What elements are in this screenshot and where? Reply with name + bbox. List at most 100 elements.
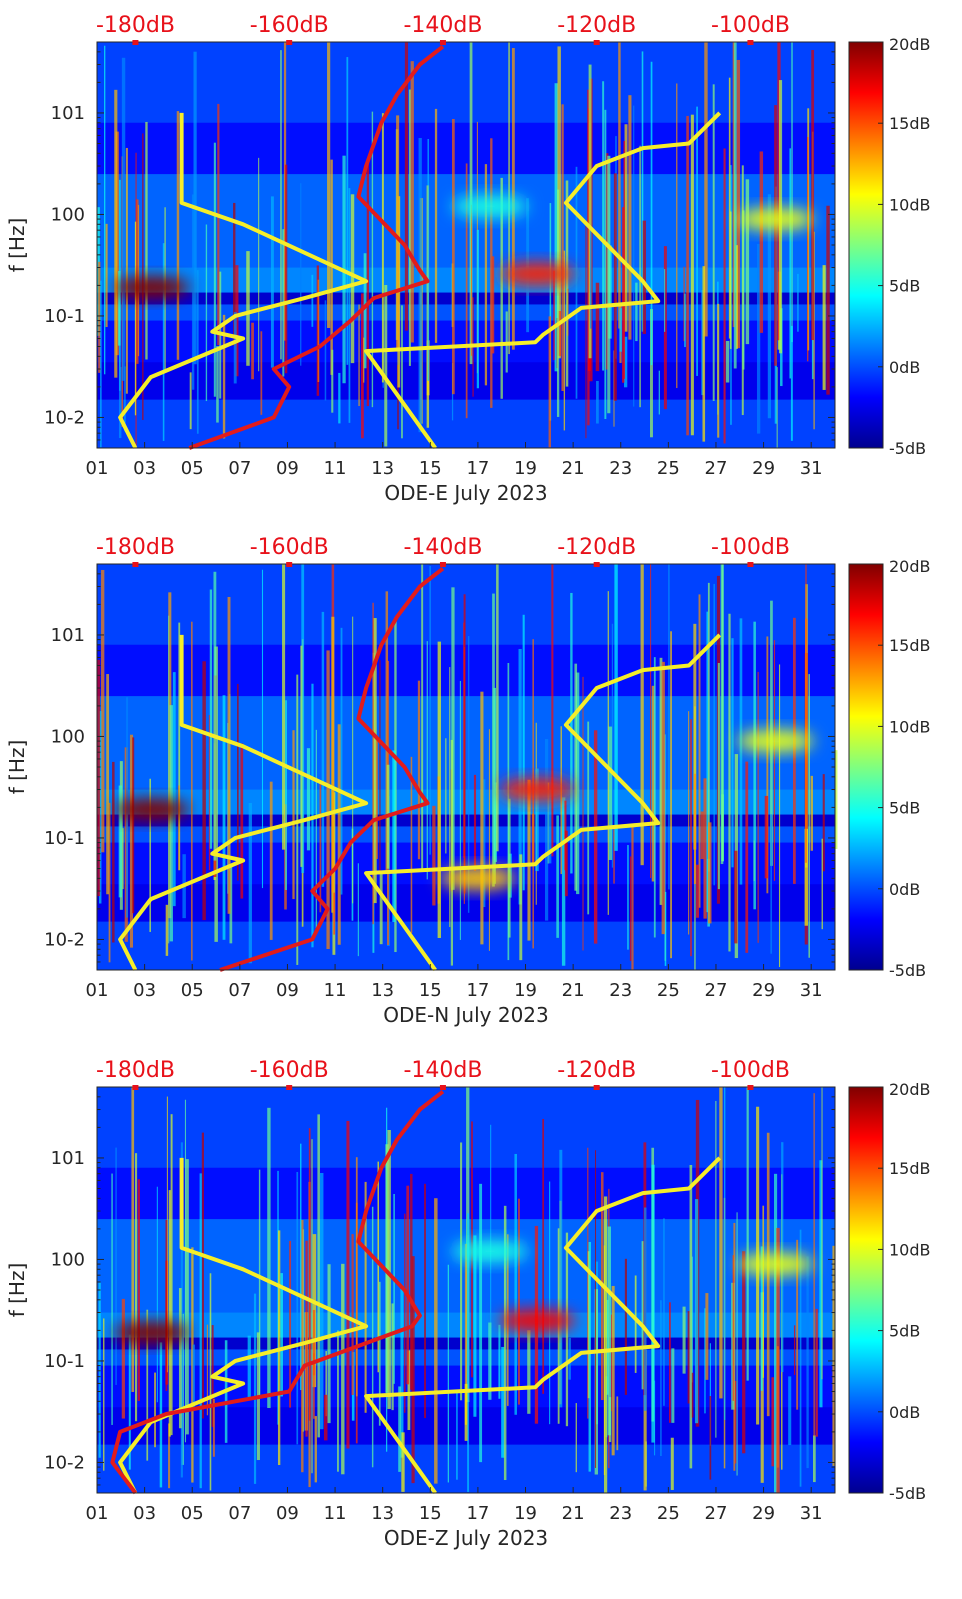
spectral-event-stripe	[826, 205, 830, 395]
spectral-event-stripe	[735, 245, 738, 349]
spectral-event-stripe	[196, 270, 199, 434]
db-axis-label: -160dB	[250, 535, 329, 560]
db-tick	[286, 40, 293, 45]
spectral-event-stripe	[410, 61, 414, 343]
high-noise-model-curve	[364, 111, 722, 450]
spectral-event-stripe	[691, 1372, 694, 1418]
spectral-event-stripe	[633, 105, 635, 407]
spectral-event-stripe	[451, 587, 455, 890]
spectral-event-stripe	[631, 825, 634, 970]
db-axis-label: -120dB	[557, 1058, 636, 1083]
spectral-event-stripe	[208, 714, 211, 871]
x-tick-label: 27	[705, 980, 728, 1001]
spectral-event-stripe	[531, 813, 535, 863]
spectral-event-stripe	[736, 1212, 738, 1476]
spectral-event-stripe	[237, 683, 239, 881]
median-psd-curve	[110, 1090, 445, 1495]
spectral-event-stripe	[351, 1234, 354, 1396]
spectral-event-stripe	[762, 1205, 765, 1378]
spectral-event-stripe	[267, 1107, 271, 1409]
spectral-event-stripe	[377, 1161, 379, 1373]
spectral-event-stripe	[607, 591, 609, 915]
spectral-event-stripe	[694, 1199, 699, 1424]
colorbar	[848, 563, 884, 971]
spectral-event-stripe	[614, 564, 618, 851]
colorbar-label: 5dB	[889, 277, 920, 296]
x-tick-label: 07	[228, 1503, 251, 1524]
spectral-event-stripe	[700, 811, 704, 860]
spectral-event-stripe	[704, 42, 708, 337]
spectral-event-stripe	[300, 645, 303, 867]
spectral-event-stripe	[811, 49, 815, 341]
spectral-event-stripe	[357, 863, 359, 957]
spectral-event-stripe	[324, 300, 327, 401]
spectral-event-stripe	[739, 618, 743, 885]
x-tick-label: 11	[324, 980, 347, 1001]
spectral-event-stripe	[594, 1150, 597, 1468]
y-tick-label: 10-1	[44, 828, 85, 849]
spectral-event-stripe	[180, 1142, 183, 1478]
y-tick-label: 101	[51, 625, 85, 646]
frequency-band	[97, 1087, 835, 1168]
x-axis-label: ODE-E July 2023	[384, 481, 547, 505]
x-tick-label: 03	[133, 980, 156, 1001]
spectral-event-stripe	[311, 683, 314, 948]
spectral-event-stripe	[135, 1153, 138, 1422]
spectral-event-stripe	[607, 1226, 611, 1436]
spectral-hotspot	[451, 1240, 528, 1263]
low-noise-model-curve	[118, 634, 369, 971]
low-noise-model-curve	[118, 112, 369, 449]
spectral-event-stripe	[247, 1335, 251, 1400]
spectral-event-stripe	[556, 815, 559, 938]
spectral-event-stripe	[100, 280, 102, 448]
spectral-event-stripe	[810, 775, 813, 851]
frequency-band	[97, 789, 835, 815]
colorbar-label: 15dB	[889, 636, 931, 655]
spectral-event-stripe	[162, 243, 165, 441]
spectral-event-stripe	[411, 1256, 415, 1484]
db-tick	[439, 40, 446, 45]
spectral-event-stripe	[663, 1218, 665, 1406]
spectral-event-stripe	[205, 224, 208, 402]
spectral-event-stripe	[168, 1190, 171, 1437]
spectral-event-stripe	[503, 1205, 507, 1481]
spectral-event-stripe	[771, 1377, 774, 1467]
spectral-event-stripe	[106, 674, 110, 895]
spectral-event-stripe	[671, 1348, 675, 1423]
spectral-event-stripe	[624, 1258, 627, 1395]
spectral-event-stripe	[549, 203, 552, 421]
spectral-event-stripe	[132, 737, 135, 914]
spectral-event-stripe	[429, 565, 431, 855]
spectral-event-stripe	[296, 1171, 299, 1445]
colorbar-label: 0dB	[889, 358, 920, 377]
spectral-event-stripe	[535, 768, 539, 872]
y-tick-label: 10-1	[44, 1351, 85, 1372]
spectral-event-stripe	[98, 261, 101, 373]
spectral-hotspot	[113, 276, 190, 299]
spectral-event-stripe	[527, 779, 531, 941]
spectral-event-stripe	[417, 680, 421, 860]
spectral-event-stripe	[629, 856, 632, 961]
spectral-event-stripe	[653, 657, 656, 938]
db-tick	[132, 1085, 139, 1090]
x-tick-label: 29	[752, 980, 775, 1001]
spectral-event-stripe	[459, 680, 461, 940]
spectral-hotspot	[737, 208, 814, 231]
spectral-event-stripe	[325, 1351, 327, 1417]
spectral-event-stripe	[696, 864, 699, 918]
spectral-event-stripe	[668, 564, 670, 890]
spectral-event-stripe	[450, 739, 454, 966]
spectral-event-stripe	[385, 591, 389, 874]
spectral-event-stripe	[434, 108, 438, 343]
spectral-event-stripe	[189, 372, 192, 430]
x-tick-label: 15	[419, 458, 442, 479]
y-tick-label: 10-1	[44, 306, 85, 327]
spectral-event-stripe	[587, 721, 590, 915]
spectral-event-stripe	[556, 189, 560, 417]
spectral-event-stripe	[292, 730, 295, 900]
spectral-event-stripe	[610, 1314, 612, 1412]
spectral-event-stripe	[588, 64, 592, 359]
spectral-event-stripe	[698, 594, 701, 908]
spectral-event-stripe	[561, 797, 566, 966]
spectral-event-stripe	[746, 1087, 749, 1381]
